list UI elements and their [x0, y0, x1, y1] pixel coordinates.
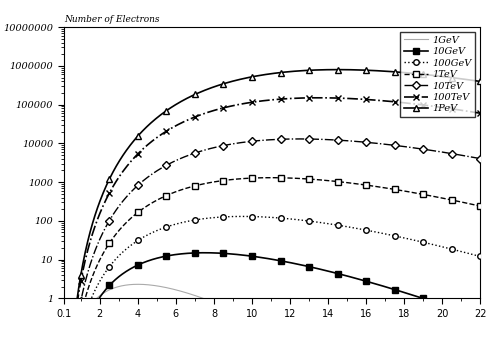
100GeV — [477, 255, 483, 259]
10GeV — [392, 287, 397, 292]
1TeV — [220, 178, 226, 182]
1PeV — [164, 109, 170, 113]
Line: 10TeV: 10TeV — [78, 136, 483, 304]
1TeV — [335, 180, 341, 184]
100TeV — [449, 107, 455, 111]
10TeV — [277, 137, 283, 141]
10TeV — [306, 137, 312, 141]
10TeV — [106, 219, 112, 223]
Line: 1PeV: 1PeV — [77, 66, 484, 278]
Line: 1TeV: 1TeV — [106, 174, 484, 247]
10TeV — [249, 139, 255, 143]
100TeV — [363, 97, 369, 101]
100TeV — [392, 100, 397, 104]
10GeV — [277, 259, 283, 263]
10GeV — [135, 263, 141, 267]
10TeV — [135, 183, 141, 187]
1TeV — [420, 192, 426, 196]
1TeV — [392, 187, 397, 192]
1GeV — [133, 282, 139, 286]
100GeV — [420, 240, 426, 244]
1TeV — [164, 194, 170, 198]
100TeV — [420, 103, 426, 107]
10TeV — [392, 143, 397, 147]
100GeV — [306, 219, 312, 223]
100GeV — [249, 215, 255, 219]
1TeV — [106, 241, 112, 245]
100GeV — [392, 234, 397, 238]
10TeV — [192, 151, 198, 155]
1PeV — [420, 72, 426, 76]
10TeV — [220, 143, 226, 147]
10GeV — [420, 296, 426, 300]
100TeV — [477, 111, 483, 115]
100TeV — [135, 152, 141, 156]
1TeV — [477, 204, 483, 208]
Legend: 1GeV, 10GeV, 100GeV, 1TeV, 10TeV, 100TeV, 1PeV: 1GeV, 10GeV, 100GeV, 1TeV, 10TeV, 100TeV… — [400, 32, 475, 117]
Line: 1GeV: 1GeV — [64, 284, 480, 339]
10GeV — [192, 251, 198, 255]
1TeV — [449, 198, 455, 202]
1PeV — [477, 79, 483, 83]
1PeV — [306, 68, 312, 72]
Text: Number of Electrons: Number of Electrons — [64, 15, 159, 24]
100GeV — [449, 247, 455, 251]
1PeV — [363, 68, 369, 72]
100GeV — [192, 218, 198, 222]
100TeV — [277, 97, 283, 101]
100GeV — [363, 228, 369, 232]
10GeV — [306, 265, 312, 269]
1GeV — [135, 282, 141, 286]
100GeV — [277, 216, 283, 220]
100GeV — [220, 215, 226, 219]
100TeV — [249, 100, 255, 104]
1GeV — [121, 283, 127, 287]
10TeV — [420, 147, 426, 151]
10GeV — [220, 251, 226, 255]
10GeV — [164, 254, 170, 258]
100GeV — [106, 265, 112, 269]
1PeV — [78, 273, 84, 277]
10TeV — [335, 138, 341, 142]
10TeV — [78, 299, 84, 303]
1GeV — [233, 310, 239, 314]
100TeV — [335, 96, 341, 100]
100TeV — [192, 115, 198, 119]
1TeV — [135, 211, 141, 215]
1TeV — [306, 177, 312, 181]
1PeV — [220, 82, 226, 86]
100TeV — [164, 129, 170, 133]
100GeV — [135, 238, 141, 242]
10TeV — [363, 140, 369, 144]
1PeV — [277, 71, 283, 75]
100TeV — [78, 279, 84, 283]
1PeV — [135, 134, 141, 138]
1PeV — [249, 75, 255, 79]
1TeV — [363, 183, 369, 187]
1PeV — [106, 177, 112, 181]
100GeV — [335, 223, 341, 227]
10GeV — [249, 254, 255, 258]
1TeV — [277, 176, 283, 180]
100GeV — [164, 225, 170, 229]
100TeV — [306, 96, 312, 100]
100TeV — [106, 191, 112, 195]
1PeV — [449, 76, 455, 80]
1PeV — [192, 93, 198, 97]
10TeV — [449, 152, 455, 156]
10TeV — [164, 163, 170, 167]
10GeV — [335, 272, 341, 276]
1TeV — [249, 176, 255, 180]
1PeV — [392, 70, 397, 74]
Line: 100GeV: 100GeV — [106, 214, 483, 270]
10GeV — [106, 283, 112, 287]
100TeV — [220, 106, 226, 110]
10TeV — [477, 157, 483, 161]
10GeV — [363, 279, 369, 283]
Line: 100TeV: 100TeV — [77, 94, 484, 285]
1TeV — [192, 184, 198, 188]
1PeV — [335, 67, 341, 72]
Line: 10GeV: 10GeV — [106, 250, 426, 301]
